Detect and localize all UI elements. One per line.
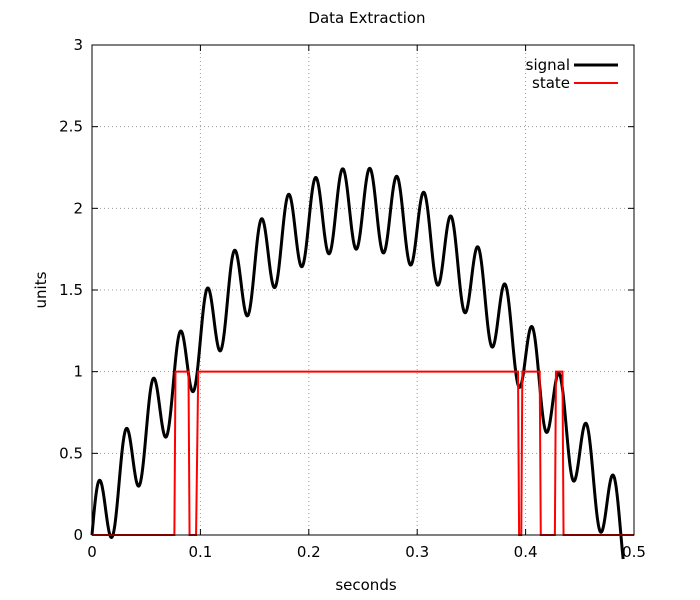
y-axis-label: units [32,271,50,308]
legend-label-state: state [532,74,570,92]
y-tick-label: 1 [73,363,83,381]
legend-label-signal: signal [526,56,570,74]
x-tick-label: 0.5 [622,543,646,561]
x-tick-label: 0.1 [188,543,212,561]
y-tick-label: 2 [73,199,83,217]
y-tick-label: 3 [73,36,83,54]
series-layer [90,166,634,560]
plot-border [91,44,635,536]
axis-ticks: 0 0.1 0.2 0.3 0.4 0.5 0 0.5 1 1.5 2 2.5 3 [59,36,646,561]
x-axis-label: seconds [335,576,396,594]
signal-series-line [90,166,625,560]
x-tick-label: 0.4 [514,543,538,561]
x-tick-label: 0.3 [405,543,429,561]
y-tick-label: 0.5 [59,444,83,462]
y-tick-label: 0 [73,526,83,544]
x-tick-label: 0.2 [297,543,321,561]
chart-title: Data Extraction [308,9,425,27]
x-tick-label: 0 [87,543,97,561]
y-tick-label: 1.5 [59,281,83,299]
y-tick-label: 2.5 [59,118,83,136]
grid [92,45,634,535]
plot-frame [91,44,635,536]
